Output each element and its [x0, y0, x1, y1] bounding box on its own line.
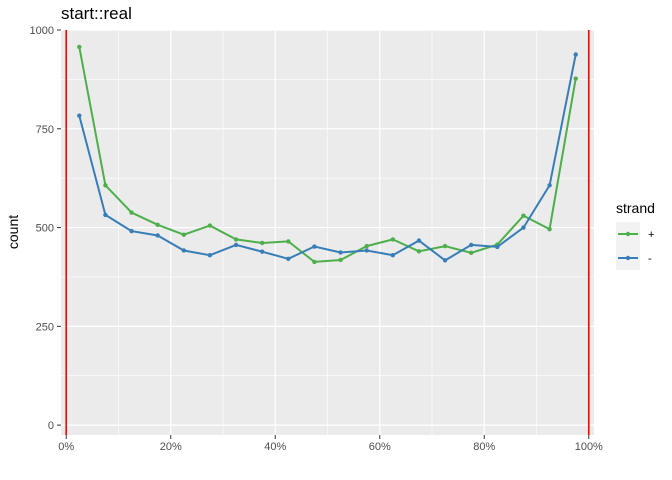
- data-point-plus: [181, 232, 186, 237]
- data-point-minus: [495, 244, 500, 250]
- data-point-minus: [364, 248, 369, 253]
- data-point-minus: [155, 233, 160, 238]
- data-point-plus: [77, 44, 82, 50]
- data-point-plus: [469, 250, 474, 256]
- legend-label-plus: +: [648, 229, 654, 241]
- legend-key-point: [625, 255, 631, 261]
- y-axis: 0 250 500 750 1000: [30, 25, 61, 432]
- y-tick-label: 250: [36, 321, 54, 333]
- data-point-plus: [416, 249, 422, 254]
- data-point-plus: [573, 76, 578, 81]
- data-point-plus: [364, 243, 369, 249]
- legend-title: strand: [616, 200, 655, 216]
- data-point-minus: [469, 242, 474, 248]
- x-tick-label: 40%: [264, 441, 286, 453]
- data-point-minus: [129, 228, 134, 234]
- data-point-plus: [259, 240, 265, 246]
- data-point-minus: [77, 113, 82, 118]
- data-point-plus: [312, 259, 317, 265]
- x-tick-label: 100%: [575, 441, 603, 453]
- x-tick-label: 60%: [369, 441, 391, 453]
- y-tick-label: 1000: [30, 25, 54, 37]
- series-minus: [77, 52, 578, 263]
- data-point-minus: [259, 249, 265, 254]
- reference-lines: [65, 30, 590, 435]
- x-tick-label: 20%: [160, 441, 182, 453]
- legend: strand + -: [616, 200, 655, 270]
- data-point-plus: [233, 237, 239, 242]
- data-point-minus: [390, 253, 396, 258]
- data-point-minus: [181, 248, 186, 253]
- legend-key-point: [625, 231, 631, 237]
- data-point-plus: [286, 239, 291, 244]
- data-point-plus: [103, 183, 108, 188]
- legend-item-plus: +: [616, 222, 654, 246]
- data-point-minus: [573, 52, 578, 57]
- data-point-minus: [547, 183, 552, 188]
- data-point-minus: [233, 242, 239, 248]
- data-point-minus: [442, 258, 448, 263]
- data-point-minus: [312, 244, 317, 249]
- y-tick-label: 750: [36, 124, 54, 136]
- y-tick-label: 500: [36, 223, 54, 235]
- legend-item-minus: -: [616, 246, 652, 270]
- series-line-minus: [78, 54, 577, 262]
- legend-label-minus: -: [648, 253, 652, 265]
- data-point-plus: [338, 257, 343, 263]
- data-point-minus: [286, 256, 291, 261]
- data-point-minus: [338, 250, 343, 255]
- x-axis: 0% 20% 40% 60% 80% 100%: [58, 435, 603, 453]
- x-tick-label: 80%: [473, 441, 495, 453]
- y-tick-label: 0: [48, 420, 54, 432]
- data-point-plus: [129, 210, 134, 215]
- data-point-minus: [207, 253, 213, 258]
- y-axis-title: count: [5, 215, 21, 249]
- data-point-plus: [521, 213, 526, 218]
- data-point-plus: [155, 222, 160, 227]
- data-point-minus: [416, 238, 422, 243]
- chart-title: start::real: [61, 4, 132, 23]
- x-tick-label: 0%: [58, 441, 74, 453]
- data-point-plus: [442, 243, 448, 249]
- data-point-plus: [207, 223, 213, 228]
- data-point-plus: [390, 237, 396, 242]
- data-point-plus: [547, 226, 552, 232]
- series-lines: [77, 44, 578, 265]
- data-point-minus: [103, 212, 108, 218]
- data-point-minus: [521, 225, 526, 230]
